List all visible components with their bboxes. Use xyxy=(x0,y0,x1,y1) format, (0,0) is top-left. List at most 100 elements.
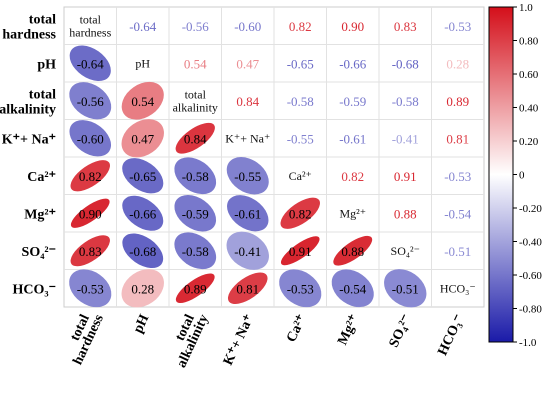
correlation-ellipse xyxy=(175,273,215,303)
colorbar-gradient xyxy=(488,6,514,343)
correlation-value: -0.65 xyxy=(287,56,314,71)
column-label: pH xyxy=(131,312,153,335)
correlation-value: 0.89 xyxy=(184,281,207,296)
correlation-ellipse xyxy=(69,82,112,120)
correlation-value: -0.53 xyxy=(444,19,471,34)
correlation-value: 0.82 xyxy=(289,19,312,34)
correlation-value: 0.90 xyxy=(341,19,364,34)
diagonal-label: Mg²⁺ xyxy=(339,206,366,220)
correlation-value: -0.53 xyxy=(444,169,471,184)
correlation-value: -0.59 xyxy=(339,94,366,109)
correlation-ellipse xyxy=(121,81,164,120)
correlation-value: 0.54 xyxy=(131,94,154,109)
colorbar-tick-label: 0.20 xyxy=(519,136,539,148)
correlation-value: -0.59 xyxy=(182,206,209,221)
correlation-ellipse xyxy=(121,119,164,158)
column-label: Ca²⁺ xyxy=(284,312,310,344)
correlation-ellipse xyxy=(69,269,112,308)
diagonal-label: hardness xyxy=(69,25,111,39)
correlation-ellipse xyxy=(384,269,427,308)
row-label: hardness xyxy=(2,27,56,42)
column-label: SO₄²⁻ xyxy=(387,312,415,350)
row-label: HCO₃⁻ xyxy=(13,282,56,297)
correlation-value: 0.84 xyxy=(236,94,259,109)
correlation-ellipse xyxy=(122,195,164,231)
correlation-value: -0.56 xyxy=(77,94,105,109)
correlation-value: -0.54 xyxy=(339,281,367,296)
correlation-value: -0.51 xyxy=(392,281,419,296)
colorbar-tick-label: -0.60 xyxy=(519,270,542,282)
colorbar-tick-label: -1.0 xyxy=(519,337,537,349)
correlation-value: -0.65 xyxy=(129,169,156,184)
correlation-value: 0.88 xyxy=(341,244,364,259)
correlation-ellipse xyxy=(121,269,164,308)
correlation-value: -0.41 xyxy=(234,244,261,259)
correlation-value: -0.53 xyxy=(77,281,104,296)
row-label: Ca²⁺ xyxy=(27,170,56,185)
diagonal-label: total xyxy=(80,12,102,26)
correlation-ellipse xyxy=(70,160,110,192)
row-label: total xyxy=(29,87,56,102)
diagonal-label: alkalinity xyxy=(173,100,218,114)
correlation-value: -0.66 xyxy=(129,206,157,221)
correlation-ellipse xyxy=(174,232,217,270)
row-label: alkalinity xyxy=(0,102,56,117)
correlation-ellipse xyxy=(174,194,217,232)
correlation-value: -0.56 xyxy=(182,19,210,34)
column-label: K⁺+ Na⁺ xyxy=(221,312,258,368)
diagonal-label: total xyxy=(185,87,207,101)
colorbar-tick-label: 0 xyxy=(519,170,525,182)
correlation-ellipse xyxy=(333,235,373,266)
correlation-ellipse xyxy=(280,197,320,229)
colorbar-tick-label: -0.80 xyxy=(519,304,542,316)
correlation-value: 0.28 xyxy=(131,281,154,296)
diagonal-label: K⁺+ Na⁺ xyxy=(225,131,270,145)
correlation-ellipse xyxy=(226,157,269,195)
correlation-value: -0.55 xyxy=(234,169,261,184)
column-label: HCO₃⁻ xyxy=(435,312,467,358)
correlation-value: 0.28 xyxy=(446,56,469,71)
correlation-value: -0.61 xyxy=(234,206,261,221)
colorbar-tick-label: -0.20 xyxy=(519,203,542,215)
correlation-ellipse xyxy=(70,235,110,267)
correlation-value: -0.53 xyxy=(287,281,314,296)
correlation-ellipse xyxy=(227,195,269,232)
diagonal-label: pH xyxy=(135,56,150,70)
correlation-ellipse xyxy=(279,269,322,308)
correlation-value: -0.61 xyxy=(339,131,366,146)
correlation-value: -0.58 xyxy=(182,244,209,259)
correlation-value: 0.89 xyxy=(446,94,469,109)
correlation-ellipse xyxy=(70,198,110,228)
correlation-value: -0.58 xyxy=(392,94,419,109)
colorbar-tick-label: -0.40 xyxy=(519,237,542,249)
correlation-value: -0.64 xyxy=(77,56,105,71)
diagonal-label: HCO₃⁻ xyxy=(440,281,476,295)
correlation-ellipse xyxy=(331,269,374,308)
row-label: Mg²⁺ xyxy=(24,207,56,222)
correlation-value: 0.84 xyxy=(184,131,207,146)
correlation-value: 0.82 xyxy=(289,206,312,221)
row-label: pH xyxy=(37,57,56,72)
correlation-value: -0.58 xyxy=(182,169,209,184)
correlation-value: 0.91 xyxy=(289,244,312,259)
correlation-value: 0.88 xyxy=(394,206,417,221)
correlation-ellipse xyxy=(174,157,217,195)
correlation-value: 0.81 xyxy=(446,131,469,146)
correlation-ellipse xyxy=(226,231,269,270)
correlation-value: -0.55 xyxy=(287,131,314,146)
correlation-value: -0.41 xyxy=(392,131,419,146)
correlation-value: 0.90 xyxy=(79,206,102,221)
correlation-value: 0.91 xyxy=(394,169,417,184)
correlation-ellipse xyxy=(175,122,215,154)
correlation-value: -0.60 xyxy=(234,19,261,34)
colorbar-tick-label: 1.0 xyxy=(519,2,533,14)
correlation-value: -0.60 xyxy=(77,131,104,146)
row-label: K⁺+ Na⁺ xyxy=(2,132,56,147)
correlation-value: -0.58 xyxy=(287,94,314,109)
correlation-value: 0.81 xyxy=(236,281,259,296)
correlation-ellipse xyxy=(280,236,320,266)
